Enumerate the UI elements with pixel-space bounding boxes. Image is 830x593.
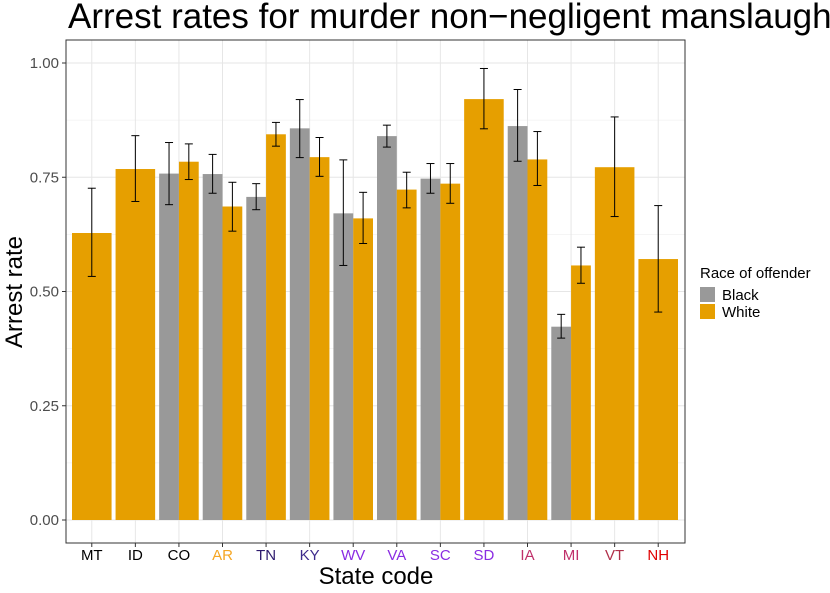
bar-white-sc <box>440 183 461 520</box>
errorbar-white-sd <box>479 67 488 130</box>
errorbar-white-tn <box>271 121 280 147</box>
y-axis-title: Arrest rate <box>1 236 28 348</box>
x-tick-label-nh: NH <box>647 547 669 564</box>
x-tick-label-id: ID <box>128 547 143 564</box>
errorbar-white-nh <box>654 205 663 313</box>
y-tick-label: 1.00 <box>30 55 59 72</box>
errorbar-black-tn <box>252 183 261 211</box>
errorbar-white-ar <box>228 181 237 232</box>
x-tick-label-sd: SD <box>474 547 495 564</box>
legend-key-black <box>700 287 715 302</box>
errorbar-white-vt <box>610 116 619 218</box>
legend-title: Race of offender <box>700 265 811 282</box>
errorbar-white-ia <box>533 131 542 186</box>
errorbar-black-ar <box>208 153 217 194</box>
bar-white-tn <box>266 134 286 521</box>
bar-white-va <box>396 189 417 520</box>
y-tick-label: 0.00 <box>30 512 59 529</box>
x-tick-label-ia: IA <box>520 547 534 564</box>
errorbar-black-ia <box>513 89 522 162</box>
errorbar-black-co <box>165 142 174 206</box>
bar-white-sd <box>464 99 504 520</box>
legend-label-white: White <box>722 304 760 321</box>
legend-label-black: Black <box>722 287 759 304</box>
x-tick-label-co: CO <box>168 547 191 564</box>
bar-white-mi <box>571 265 591 520</box>
bar-black-tn <box>246 196 267 520</box>
errorbar-white-co <box>184 143 193 181</box>
bar-white-ky <box>309 157 330 520</box>
bar-black-va <box>377 136 397 520</box>
bar-white-co <box>178 161 199 520</box>
x-tick-label-ky: KY <box>300 547 320 564</box>
errorbar-white-mi <box>576 246 585 284</box>
errorbar-white-mt <box>87 187 96 277</box>
errorbar-black-va <box>382 124 391 148</box>
bar-white-mt <box>72 233 112 520</box>
bar-white-wv <box>353 218 373 520</box>
x-tick-label-wv: WV <box>341 547 365 564</box>
y-tick-label: 0.75 <box>30 169 59 186</box>
error-bars <box>87 67 663 339</box>
errorbar-white-wv <box>359 191 368 245</box>
errorbar-white-sc <box>446 163 455 204</box>
bar-black-co <box>159 173 179 520</box>
x-tick-label-mi: MI <box>563 547 580 564</box>
x-tick-label-mt: MT <box>81 547 103 564</box>
errorbar-white-va <box>402 171 411 209</box>
x-axis-title: State code <box>319 563 434 590</box>
bar-black-ia <box>507 126 528 520</box>
bar-black-ky <box>289 128 310 520</box>
x-axis-ticks: MT ID CO AR TN KY WV VA SC SD IA MI VT NH <box>81 543 669 564</box>
errorbar-black-ky <box>295 99 304 159</box>
bar-white-vt <box>594 167 635 520</box>
bar-white-id <box>115 169 156 520</box>
bar-black-wv <box>333 213 354 520</box>
errorbar-black-wv <box>339 159 348 266</box>
x-tick-label-sc: SC <box>430 547 451 564</box>
bars <box>72 99 678 521</box>
x-tick-label-va: VA <box>387 547 406 564</box>
errorbar-black-sc <box>426 163 435 194</box>
legend-key-white <box>700 304 715 319</box>
bar-black-sc <box>420 178 441 520</box>
x-tick-label-tn: TN <box>256 547 276 564</box>
bar-white-ar <box>222 206 243 520</box>
bar-white-ia <box>527 159 548 520</box>
errorbar-white-id <box>131 135 140 202</box>
bar-black-ar <box>202 174 223 521</box>
x-tick-label-vt: VT <box>605 547 624 564</box>
chart-title: Arrest rates for murder non−negligent ma… <box>68 0 830 36</box>
y-axis-ticks: 0.00 0.25 0.50 0.75 1.00 <box>30 55 66 529</box>
errorbar-black-mi <box>557 313 566 339</box>
bar-black-mi <box>551 326 572 520</box>
x-tick-label-ar: AR <box>212 547 233 564</box>
y-tick-label: 0.25 <box>30 398 59 415</box>
y-tick-label: 0.50 <box>30 284 59 301</box>
errorbar-white-ky <box>315 136 324 177</box>
